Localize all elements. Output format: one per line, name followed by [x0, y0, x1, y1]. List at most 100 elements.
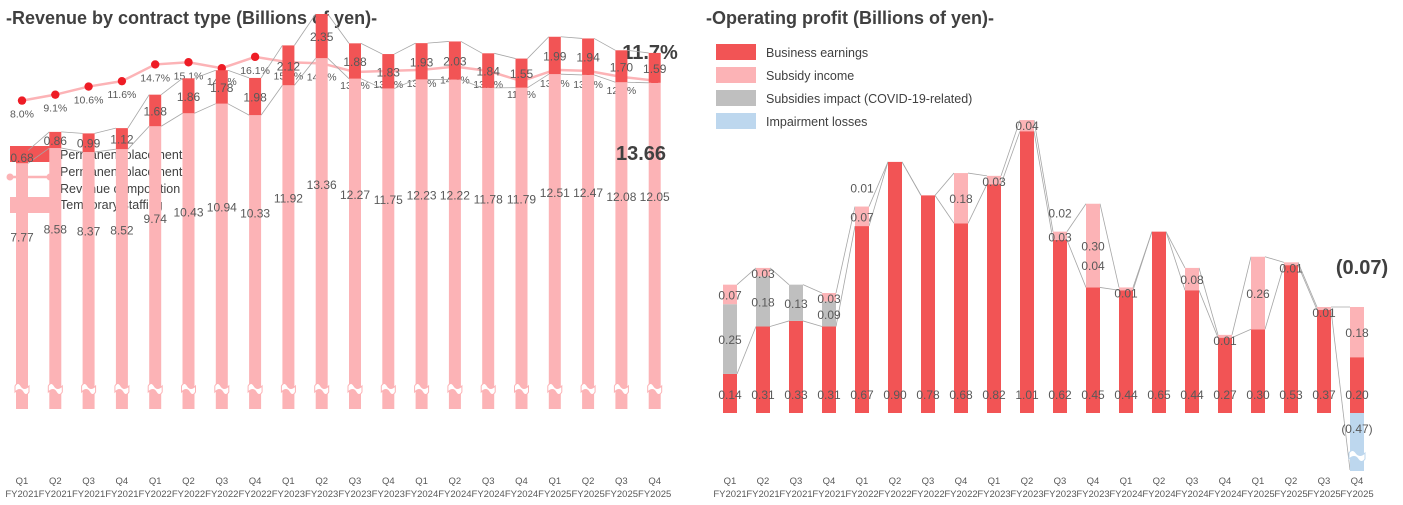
x-tick-year: FY2021 — [713, 489, 746, 500]
connector-line — [1000, 119, 1021, 176]
temporary-value-label: 10.43 — [173, 205, 203, 219]
connector-line — [1033, 119, 1054, 232]
permanent-bar — [149, 94, 162, 127]
impairment-value-label: (0.47) — [1341, 422, 1372, 436]
temporary-value-label: 11.92 — [274, 191, 303, 205]
business-value-label: 0.27 — [1213, 388, 1237, 402]
connector-line — [427, 41, 449, 44]
permanent-bar — [282, 45, 295, 86]
connector-line — [1198, 290, 1219, 338]
business-earnings-bar — [756, 326, 770, 413]
business-earnings-bar — [1185, 290, 1199, 413]
business-value-label: 0.20 — [1345, 388, 1369, 402]
permanent-bar — [415, 43, 428, 80]
connector-line — [1132, 231, 1153, 291]
ratio-dot — [151, 60, 160, 69]
temporary-value-label: 7.77 — [10, 230, 34, 244]
connector-line — [494, 52, 516, 59]
x-tick-quarter: Q4 — [823, 476, 836, 487]
permanent-bar — [515, 58, 528, 88]
connector-line — [260, 45, 283, 79]
permanent-bar — [82, 133, 95, 153]
connector-line — [934, 172, 955, 196]
ratio-dot — [17, 96, 27, 105]
x-tick-year: FY2025 — [1307, 489, 1340, 500]
business-earnings-bar — [855, 226, 869, 413]
connector-line — [835, 206, 856, 294]
x-tick-year: FY2023 — [1076, 489, 1109, 500]
x-tick-year: FY2024 — [1208, 489, 1241, 500]
x-tick-year: FY2022 — [139, 489, 172, 500]
business-earnings-bar — [1119, 290, 1133, 413]
connector-line — [27, 147, 50, 164]
covid-value-label: 0.18 — [751, 295, 775, 309]
revenue-chart-title: -Revenue by contract type (Billions of y… — [6, 8, 377, 28]
business-earnings-bar — [954, 223, 968, 413]
x-tick-year: FY2024 — [438, 489, 471, 500]
connector-line — [560, 73, 583, 76]
x-tick-quarter: Q1 — [415, 476, 428, 487]
business-value-label: 0.90 — [883, 388, 907, 402]
connector-line — [1066, 203, 1087, 232]
business-value-label: 0.37 — [1312, 388, 1336, 402]
legend-label-temporary: Temporary staffing — [60, 198, 163, 212]
permanent-bar — [615, 50, 628, 83]
temporary-bar — [482, 87, 495, 410]
business-value-label: 0.62 — [1048, 388, 1072, 402]
subsidy-value-label: 0.26 — [1246, 287, 1270, 301]
subsidy-value-label: 0.07 — [718, 288, 742, 302]
permanent-value-label: 1.83 — [377, 65, 401, 79]
profit-legend: Business earnings Subsidy income Subsidi… — [716, 44, 972, 129]
connector-line — [360, 42, 383, 55]
legend-label-impairment: Impairment losses — [766, 115, 867, 129]
x-tick-year: FY2021 — [779, 489, 812, 500]
x-tick-quarter: Q4 — [1351, 476, 1364, 487]
legend-swatch-subsidy — [716, 67, 756, 83]
legend-label-subsidy: Subsidy income — [766, 69, 854, 83]
ratio-label: 9.1% — [43, 103, 67, 115]
x-tick-year: FY2021 — [5, 489, 38, 500]
connector-line — [61, 147, 83, 153]
x-tick-quarter: Q1 — [1252, 476, 1265, 487]
temporary-bar — [215, 103, 228, 410]
subsidy-income-bar — [987, 175, 1001, 185]
profit-connector-lines — [736, 119, 1351, 471]
x-tick-quarter: Q3 — [922, 476, 935, 487]
business-value-label: 0.45 — [1081, 388, 1105, 402]
x-tick-year: FY2022 — [845, 489, 878, 500]
x-tick-quarter: Q3 — [1318, 476, 1331, 487]
x-tick-quarter: Q1 — [282, 476, 295, 487]
business-earnings-bar — [1086, 287, 1100, 413]
subsidy-value-label: 0.01 — [1213, 334, 1237, 348]
x-tick-quarter: Q3 — [482, 476, 495, 487]
connector-line — [769, 267, 790, 285]
profit-x-axis: Q1 FY2021 Q2 FY2021 Q3 FY2021 Q4 FY2021 Q1 FY2022… — [713, 476, 1373, 500]
x-tick-year: FY2023 — [1010, 489, 1043, 500]
connector-line — [527, 36, 550, 59]
x-tick-year: FY2021 — [105, 489, 138, 500]
ratio-label: 8.0% — [10, 109, 34, 121]
subsidy-value-label: 0.07 — [850, 210, 874, 224]
business-value-label: 0.78 — [916, 388, 940, 402]
x-tick-quarter: Q2 — [1153, 476, 1166, 487]
connector-line — [1297, 262, 1318, 308]
x-tick-quarter: Q2 — [49, 476, 62, 487]
subsidy-value-label: 0.03 — [817, 292, 841, 306]
axis-break — [81, 383, 97, 395]
axis-break — [480, 383, 496, 395]
temporary-value-label: 10.94 — [207, 201, 237, 215]
temporary-value-label: 12.51 — [540, 186, 570, 200]
permanent-bar — [382, 54, 395, 89]
connector-line — [802, 320, 823, 327]
business-earnings-bar — [921, 195, 935, 413]
covid-value-label: 0.13 — [784, 297, 808, 311]
connector-line — [1231, 256, 1252, 335]
connector-line — [227, 103, 250, 116]
connector-line — [1264, 265, 1285, 330]
axis-break — [547, 383, 563, 395]
x-tick-quarter: Q2 — [1021, 476, 1034, 487]
ratio-dot — [250, 52, 260, 62]
business-earnings-bar — [1284, 265, 1298, 413]
connector-line — [194, 103, 216, 114]
covid-subsidy-bar — [723, 304, 737, 374]
